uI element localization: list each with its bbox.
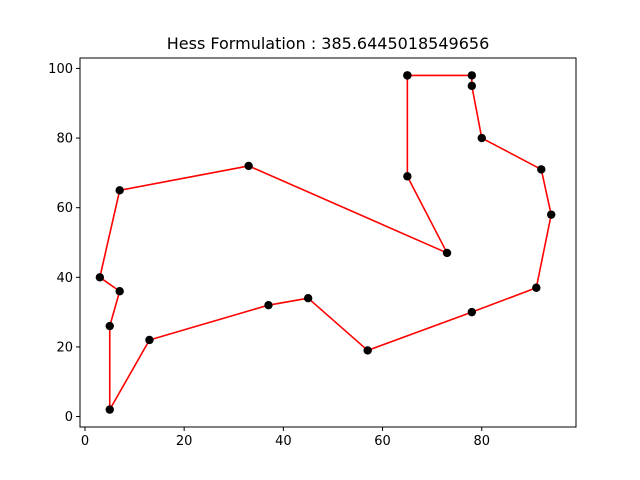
x-tick-label: 80 xyxy=(473,434,490,449)
route-segment xyxy=(540,169,552,215)
city-point xyxy=(547,210,556,219)
city-point xyxy=(244,161,253,171)
y-tick-label: 80 xyxy=(56,132,73,147)
x-axis-ticks: 0 20 40 60 80 xyxy=(81,427,490,449)
x-tick-label: 40 xyxy=(275,434,292,449)
x-tick-label: 0 xyxy=(81,434,89,449)
city-point xyxy=(403,172,412,181)
route-segment xyxy=(535,214,552,288)
y-tick-label: 20 xyxy=(56,340,73,355)
city-markers xyxy=(95,71,556,414)
y-axis-ticks: 0 20 40 60 80 100 xyxy=(48,62,80,425)
route-segment xyxy=(268,297,309,306)
city-point xyxy=(537,165,546,174)
y-tick-label: 100 xyxy=(48,62,73,77)
city-point xyxy=(95,273,105,282)
route-segment xyxy=(307,297,369,352)
y-tick-label: 0 xyxy=(65,410,73,425)
city-point xyxy=(467,81,477,91)
city-point xyxy=(105,321,114,331)
chart-title: Hess Formulation : 385.6445018549656 xyxy=(167,34,490,53)
city-point xyxy=(264,300,273,310)
route-segment xyxy=(248,165,448,254)
route-path-group xyxy=(99,74,552,410)
axes-frame xyxy=(79,57,577,428)
route-segment xyxy=(406,175,448,254)
city-point xyxy=(477,133,486,143)
route-segment xyxy=(471,85,483,139)
city-point xyxy=(115,287,124,296)
y-tick-label: 60 xyxy=(56,201,73,216)
route-segment xyxy=(149,304,269,341)
city-point xyxy=(303,293,313,303)
y-tick-label: 40 xyxy=(56,271,73,286)
route-segment xyxy=(367,311,473,352)
city-point xyxy=(532,283,541,292)
plot-area-border xyxy=(79,57,577,428)
route-segment xyxy=(119,165,249,192)
x-tick-label: 20 xyxy=(176,434,193,449)
city-point xyxy=(145,335,154,345)
city-point xyxy=(467,71,477,80)
city-point xyxy=(467,307,477,317)
route-segment xyxy=(471,287,537,313)
route-segment xyxy=(109,339,151,410)
route-segment xyxy=(108,291,121,327)
city-point xyxy=(115,186,124,195)
city-point xyxy=(442,248,452,258)
route-segment xyxy=(481,137,542,171)
city-point xyxy=(105,405,114,414)
x-tick-label: 60 xyxy=(374,434,391,449)
route-segment xyxy=(99,190,121,278)
city-point xyxy=(403,71,412,80)
city-point xyxy=(363,346,372,355)
